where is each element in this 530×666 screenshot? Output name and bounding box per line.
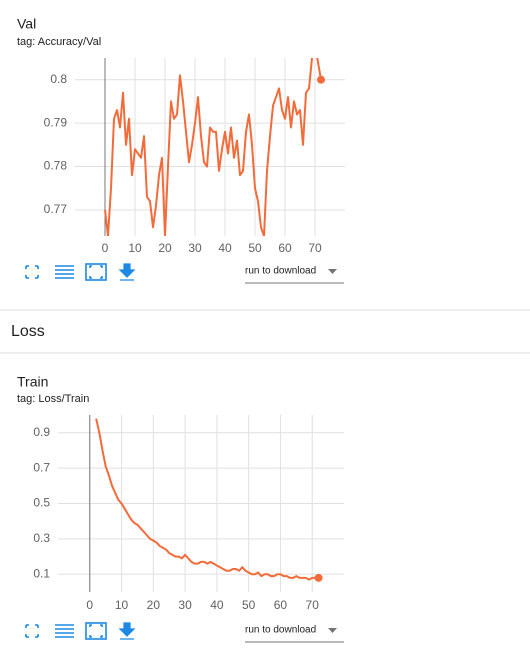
dropdown-arrow: [328, 269, 337, 274]
run-select-label[interactable]: run to download: [245, 625, 316, 636]
y-tick-label: 0.79: [44, 115, 68, 129]
x-tick-label: 10: [128, 241, 142, 255]
last-point: [314, 573, 323, 582]
toolbar: run to download: [25, 622, 344, 643]
plot: [104, 58, 325, 236]
x-tick-label: 60: [274, 598, 288, 612]
y-tick-label: 0.8: [50, 72, 67, 86]
fullscreen-icon[interactable]: [25, 624, 39, 638]
plot: [95, 418, 323, 582]
y-tick-label: 0.78: [44, 159, 68, 173]
y-tick-label: 0.9: [33, 425, 50, 439]
data-icon[interactable]: [55, 265, 74, 279]
fullscreen-icon[interactable]: [25, 265, 39, 279]
chart-title: Val: [17, 16, 36, 32]
section-title: Loss: [11, 323, 45, 340]
download-icon[interactable]: [118, 622, 136, 640]
x-tick-label: 20: [147, 598, 161, 612]
x-tick-label: 40: [210, 598, 224, 612]
dropdown-arrow: [328, 628, 337, 633]
fit-icon[interactable]: [85, 263, 107, 281]
x-tick-label: 40: [218, 241, 232, 255]
y-tick-label: 0.5: [33, 496, 50, 510]
y-tick-label: 0.7: [33, 460, 50, 474]
y-tick-label: 0.77: [44, 202, 68, 216]
x-tick-label: 10: [115, 598, 129, 612]
x-tick-label: 70: [308, 241, 322, 255]
x-tick-label: 0: [102, 241, 109, 255]
x-tick-label: 30: [178, 598, 192, 612]
line-series: [95, 418, 319, 581]
x-tick-label: 50: [242, 598, 256, 612]
fit-icon-corners: [89, 624, 103, 638]
x-tick-label: 20: [158, 241, 172, 255]
run-select-label[interactable]: run to download: [245, 266, 316, 277]
chart: 0 10 20 30 40 50 60 70 0.1 0.3 0.5 0.7 0.9: [33, 415, 344, 612]
y-tick-label: 0.1: [33, 566, 50, 580]
chart-subtitle: tag: Accuracy/Val: [17, 36, 101, 48]
chart-subtitle: tag: Loss/Train: [17, 393, 89, 405]
line-series: [104, 58, 322, 236]
fit-icon-corners: [89, 265, 103, 279]
x-tick-label: 60: [278, 241, 292, 255]
chart: 0 10 20 30 40 50 60 70 0.77 0.78 0.79 0.8: [44, 58, 345, 255]
x-tick-label: 70: [306, 598, 320, 612]
x-tick-label: 0: [86, 598, 93, 612]
x-tick-label: 30: [188, 241, 202, 255]
last-point: [317, 75, 325, 84]
y-tick-label: 0.3: [33, 531, 50, 545]
chart-title: Train: [17, 374, 48, 390]
toolbar: run to download: [25, 263, 344, 284]
fit-icon[interactable]: [85, 622, 107, 640]
data-icon[interactable]: [55, 624, 74, 638]
download-icon[interactable]: [118, 263, 136, 281]
x-tick-label: 50: [248, 241, 262, 255]
